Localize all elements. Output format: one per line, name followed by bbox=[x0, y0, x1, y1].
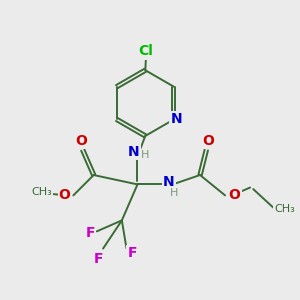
Text: N: N bbox=[128, 145, 140, 159]
Text: H: H bbox=[170, 188, 178, 198]
Text: O: O bbox=[202, 134, 214, 148]
Text: N: N bbox=[163, 175, 175, 189]
Text: O: O bbox=[75, 134, 87, 148]
Text: Cl: Cl bbox=[139, 44, 153, 58]
Text: O: O bbox=[229, 188, 240, 202]
Text: F: F bbox=[86, 226, 95, 240]
Text: F: F bbox=[128, 246, 137, 260]
Text: H: H bbox=[141, 150, 149, 160]
Text: CH₃: CH₃ bbox=[32, 187, 52, 197]
Text: O: O bbox=[59, 188, 70, 202]
Text: CH₃: CH₃ bbox=[274, 204, 295, 214]
Text: N: N bbox=[170, 112, 182, 127]
Text: F: F bbox=[94, 252, 103, 266]
